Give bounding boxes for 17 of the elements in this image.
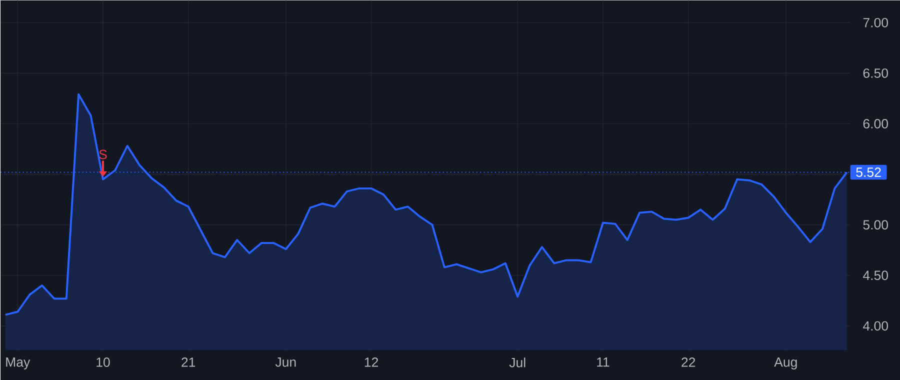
ref-line-label: 5.52	[856, 167, 881, 177]
x-tick-label: 22	[682, 357, 696, 367]
y-tick-label: 6.50	[863, 68, 888, 78]
x-tick-label: 12	[364, 357, 378, 367]
x-tick-label: May	[6, 357, 30, 370]
x-tick-label: 21	[182, 357, 196, 367]
annotation: S	[99, 150, 107, 160]
y-tick-label: 5.00	[863, 220, 888, 230]
y-tick-label: 4.50	[863, 270, 888, 280]
y-tick-label: 4.00	[863, 321, 888, 331]
x-tick-label: 11	[597, 357, 610, 367]
y-tick-label: 6.00	[863, 118, 888, 128]
x-tick-label: Jul	[509, 357, 526, 368]
x-tick-label: Jun	[275, 357, 296, 367]
x-tick-label: Aug	[774, 357, 797, 370]
y-tick-label: 7.00	[863, 18, 888, 28]
x-tick-label: 10	[96, 357, 110, 367]
